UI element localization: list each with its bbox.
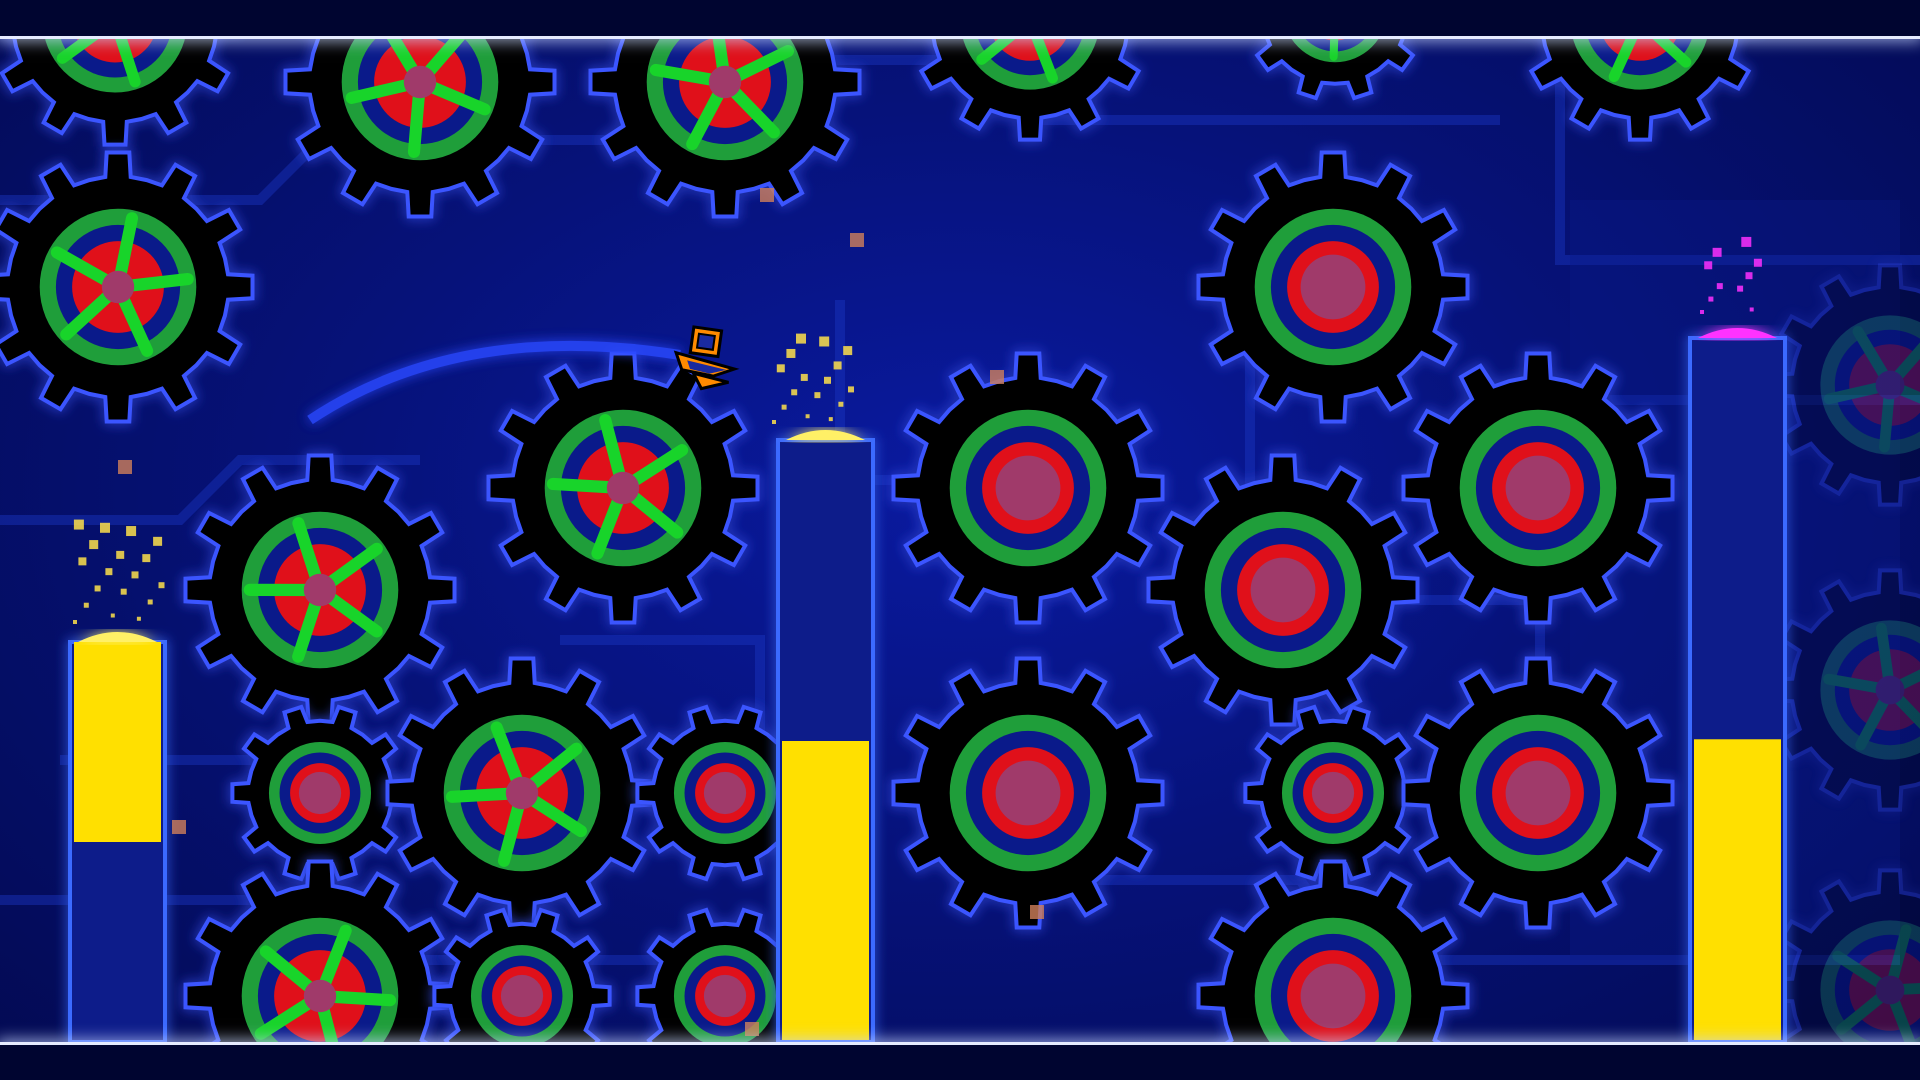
pillar-yellow-section: [74, 642, 161, 842]
particle: [833, 361, 842, 370]
particle: [819, 336, 830, 347]
spoked-gear-hazard: [1768, 868, 1920, 1080]
particle: [73, 519, 84, 530]
particle: [172, 820, 186, 834]
particle: [781, 404, 787, 410]
particle: [772, 420, 776, 424]
particle: [990, 370, 1004, 384]
spoked-gear-hazard: [1768, 568, 1920, 812]
particle: [1737, 285, 1744, 292]
particle: [776, 364, 785, 373]
particle: [1030, 905, 1044, 919]
pillar-yellow-section: [1694, 739, 1781, 1040]
particle: [136, 616, 141, 621]
particle: [120, 588, 127, 595]
particle: [824, 376, 831, 384]
particle: [83, 602, 89, 608]
ship-trail: [307, 340, 681, 425]
particle: [73, 620, 77, 624]
solid-gear-hazard: [635, 907, 815, 1080]
spoked-gear-hazard: [183, 453, 457, 727]
particle: [1749, 307, 1754, 312]
particle: [1708, 296, 1714, 302]
particle: [1716, 283, 1723, 290]
particle: [153, 536, 163, 546]
solid-gear-hazard: [1243, 704, 1423, 882]
solid-gear-hazard: [1196, 859, 1470, 1080]
spoked-gear-hazard: [0, 150, 255, 424]
yellow-jump-pad[interactable]: [786, 430, 865, 440]
particle: [126, 526, 137, 537]
particle: [100, 522, 110, 533]
particle: [131, 571, 139, 579]
solid-gear-hazard: [1196, 150, 1470, 424]
particle: [760, 188, 774, 202]
particle: [158, 582, 165, 589]
pillar-right: [1688, 328, 1787, 1044]
particle: [791, 389, 798, 396]
particle: [805, 414, 810, 419]
yellow-jump-pad[interactable]: [78, 632, 157, 642]
particle: [1753, 258, 1762, 267]
particle: [78, 557, 87, 566]
particle: [105, 568, 113, 576]
particle: [147, 599, 153, 605]
particle: [796, 333, 806, 344]
solid-gear-hazard: [1401, 351, 1675, 625]
particle: [1704, 261, 1713, 270]
solid-gear-hazard: [891, 656, 1165, 930]
spoked-gear-hazard: [1768, 263, 1920, 507]
particle: [142, 554, 151, 563]
particle: [786, 348, 796, 358]
pillar-center: [776, 430, 875, 1044]
particle: [1712, 247, 1722, 257]
particle: [843, 346, 853, 356]
particle: [800, 373, 808, 381]
particle: [89, 540, 99, 550]
pillar-yellow-section: [782, 741, 869, 1040]
particle: [118, 460, 132, 474]
particle: [828, 417, 833, 422]
particle: [1741, 236, 1752, 247]
spoked-gear-hazard: [183, 859, 457, 1080]
particle: [116, 550, 125, 559]
particle: [1745, 272, 1753, 280]
spoked-gear-hazard: [588, 0, 862, 219]
pink-jump-pad[interactable]: [1698, 328, 1777, 338]
particle: [1700, 310, 1704, 314]
solid-gear-hazard: [432, 907, 612, 1080]
ship-icon: [673, 325, 740, 391]
solid-gear-hazard: [1146, 453, 1420, 727]
spoked-gear-hazard: [486, 351, 760, 625]
solid-gear-hazard: [1401, 656, 1675, 930]
ceiling-boundary: [0, 0, 1920, 39]
spoked-gear-hazard: [385, 656, 659, 930]
floor-boundary: [0, 1042, 1920, 1080]
particle: [745, 1022, 759, 1036]
pillar-left: [68, 632, 167, 1044]
particle: [850, 233, 864, 247]
particle: [838, 401, 844, 407]
solid-gear-hazard: [635, 704, 815, 882]
circuit-line: [1555, 40, 1920, 265]
particle: [110, 613, 115, 618]
solid-gear-hazard: [230, 704, 410, 882]
solid-gear-hazard: [891, 351, 1165, 625]
particle: [848, 386, 854, 393]
particle: [94, 585, 101, 592]
particle: [814, 392, 821, 399]
